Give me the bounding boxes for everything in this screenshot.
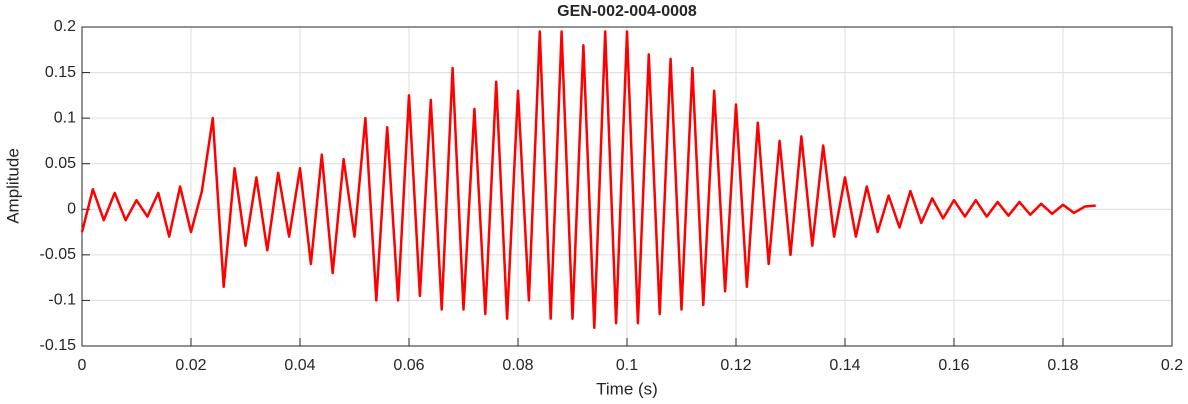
y-tick-label: 0.05 bbox=[45, 155, 76, 172]
x-tick-label: 0.2 bbox=[1161, 357, 1183, 374]
x-tick-label: 0.08 bbox=[502, 357, 533, 374]
x-axis-label: Time (s) bbox=[596, 379, 658, 398]
x-tick-label: 0.1 bbox=[616, 357, 638, 374]
x-tick-label: 0.16 bbox=[938, 357, 969, 374]
y-tick-label: 0.1 bbox=[54, 109, 76, 126]
y-tick-label: 0.2 bbox=[54, 18, 76, 35]
y-tick-label: 0 bbox=[67, 201, 76, 218]
x-tick-label: 0.18 bbox=[1047, 357, 1078, 374]
x-tick-label: 0.14 bbox=[829, 357, 860, 374]
y-tick-label: -0.1 bbox=[48, 292, 76, 309]
waveform bbox=[80, 30, 1096, 330]
y-axis-label: Amplitude bbox=[3, 148, 22, 224]
x-tick-label: 0.04 bbox=[284, 357, 315, 374]
x-tick-label: 0.02 bbox=[175, 357, 206, 374]
y-tick-label: -0.15 bbox=[40, 337, 77, 354]
y-tick-label: 0.15 bbox=[45, 64, 76, 81]
axes-box bbox=[81, 26, 1173, 347]
x-tick-label: 0 bbox=[78, 357, 87, 374]
x-tick-label: 0.12 bbox=[720, 357, 751, 374]
y-tick-label: -0.05 bbox=[40, 246, 77, 263]
x-tick-label: 0.06 bbox=[393, 357, 424, 374]
chart-title: GEN-002-004-0008 bbox=[557, 3, 697, 20]
